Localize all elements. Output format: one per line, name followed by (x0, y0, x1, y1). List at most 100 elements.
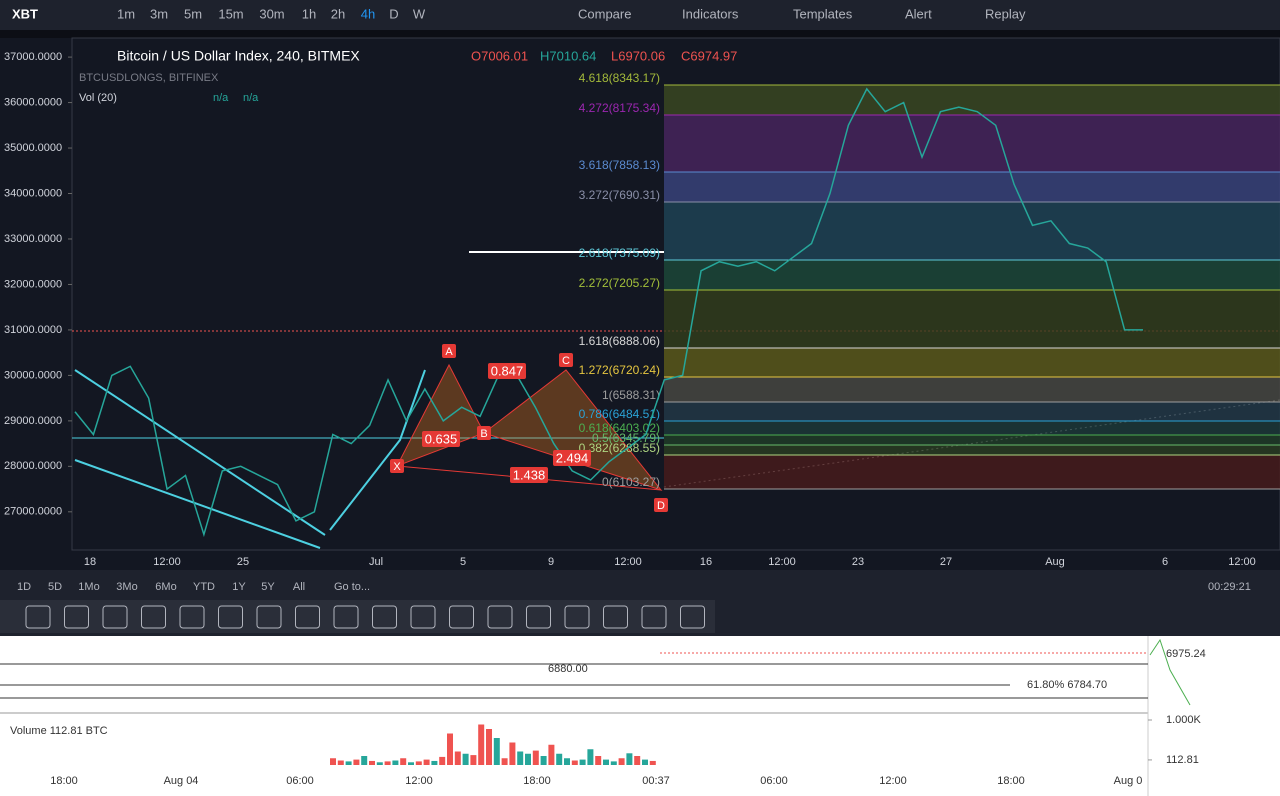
interval-button[interactable]: 1m (117, 6, 135, 21)
volume-bar (603, 759, 609, 765)
x-tick-label: 06:00 (760, 775, 788, 787)
interval-button[interactable]: 15m (218, 6, 243, 21)
range-button[interactable]: All (293, 581, 305, 593)
drawing-tool[interactable] (64, 605, 89, 629)
volume-bar (564, 758, 570, 765)
volume-bar (501, 758, 508, 765)
volume-bar (595, 756, 602, 765)
interval-button[interactable]: D (389, 6, 398, 21)
interval-button[interactable]: W (413, 6, 426, 21)
interval-button[interactable]: 1h (302, 6, 316, 21)
drawing-tool[interactable] (410, 605, 436, 629)
fib-band (664, 260, 1280, 290)
toolbar-button[interactable]: Templates (793, 6, 853, 21)
drawing-tool[interactable] (487, 605, 513, 629)
ohlc-value: H7010.64 (540, 48, 596, 63)
volume-bar (439, 756, 446, 765)
volume-bar (415, 761, 422, 765)
drawing-tool[interactable] (102, 605, 128, 629)
trend-line (74, 459, 321, 549)
symbol[interactable]: XBT (12, 6, 38, 21)
drawing-tool[interactable] (256, 605, 282, 629)
range-button[interactable]: 3Mo (116, 581, 137, 593)
point-badge (477, 426, 491, 440)
fib-band (664, 402, 1280, 421)
range-button[interactable]: 1Mo (78, 581, 99, 593)
range-button[interactable]: 6Mo (155, 581, 176, 593)
fib-band (664, 377, 1280, 402)
x-tick-label: Aug (1045, 556, 1065, 568)
price-label: 6975.24 (1166, 648, 1206, 660)
drawing-tool[interactable] (25, 605, 51, 629)
toolbar-button[interactable]: Compare (578, 6, 631, 21)
interval-button[interactable]: 2h (331, 6, 345, 21)
drawing-tool[interactable] (603, 605, 628, 629)
ratio-label: 0.635 (425, 431, 458, 446)
y-tick-label: 30000.0000 (4, 369, 62, 381)
volume-bar (345, 761, 352, 765)
volume-bar (571, 760, 578, 765)
drawing-tool[interactable] (333, 605, 359, 629)
drawing-tool[interactable] (680, 605, 705, 629)
drawing-tool[interactable] (295, 605, 320, 629)
fib-label: 0.5(6345.79) (592, 431, 660, 445)
y-tick-label: 28000.0000 (4, 460, 62, 472)
study-name: Vol (20) (79, 92, 117, 104)
fib-label: 3.272(7690.31) (579, 188, 660, 202)
volume-bar (400, 758, 407, 765)
drawing-tool[interactable] (526, 605, 551, 629)
volume-bar (525, 753, 531, 765)
drawing-tool[interactable] (372, 605, 397, 629)
ohlc-value: L6970.06 (611, 48, 665, 63)
drawing-tool[interactable] (218, 605, 243, 629)
clock: 00:29:21 (1208, 581, 1251, 593)
y-tick-label: 31000.0000 (4, 324, 62, 336)
volume-bar (532, 750, 539, 765)
point-label: C (562, 355, 570, 367)
fib-band (664, 445, 1280, 455)
fib-label: 2.618(7375.09) (579, 246, 660, 260)
fib-band (664, 348, 1280, 377)
fib-label: 4.272(8175.34) (579, 101, 660, 115)
y-tick-label: 36000.0000 (4, 96, 62, 108)
range-button[interactable]: 5Y (261, 581, 275, 593)
point-badge (442, 344, 456, 358)
drawing-tool[interactable] (141, 605, 166, 629)
drawing-tool[interactable] (564, 605, 590, 629)
drawing-tool[interactable] (449, 605, 474, 629)
goto-button[interactable]: Go to... (334, 581, 370, 593)
lower-decor (0, 638, 1191, 706)
interval-button[interactable]: 3m (150, 6, 168, 21)
toolbar-button[interactable]: Alert (905, 6, 932, 21)
y-tick-label: 27000.0000 (4, 506, 62, 518)
study-value: n/a (213, 92, 229, 104)
volume-bar (618, 758, 625, 765)
interval-button[interactable]: 4h (361, 6, 375, 21)
volume-bar (610, 761, 617, 765)
volume-tick-label: 1.000K (1166, 714, 1202, 726)
point-label: B (480, 428, 487, 440)
point-badge (559, 353, 573, 367)
drawing-tool[interactable] (179, 605, 205, 629)
x-tick-label: 06:00 (286, 775, 314, 787)
range-button[interactable]: 1D (17, 581, 31, 593)
range-button[interactable]: 1Y (232, 581, 246, 593)
ohlc-value: O7006.01 (471, 48, 528, 63)
volume-bar (587, 749, 594, 765)
ratio-badge (422, 431, 460, 447)
point-badge (390, 459, 404, 473)
ratio-badge (488, 363, 526, 379)
interval-button[interactable]: 30m (259, 6, 284, 21)
x-tick-label: 23 (852, 556, 864, 568)
drawing-tool[interactable] (641, 605, 667, 629)
toolbar-button[interactable]: Replay (985, 6, 1026, 21)
range-button[interactable]: YTD (193, 581, 215, 593)
interval-button[interactable]: 5m (184, 6, 202, 21)
volume-bar (540, 756, 547, 765)
fib-label: 0.618(6403.02) (579, 421, 660, 435)
toolbar-button[interactable]: Indicators (682, 6, 739, 21)
volume-title: Volume 112.81 BTC (10, 725, 108, 737)
volume-bar (369, 760, 375, 765)
arrow (329, 369, 426, 531)
range-button[interactable]: 5D (48, 581, 62, 593)
